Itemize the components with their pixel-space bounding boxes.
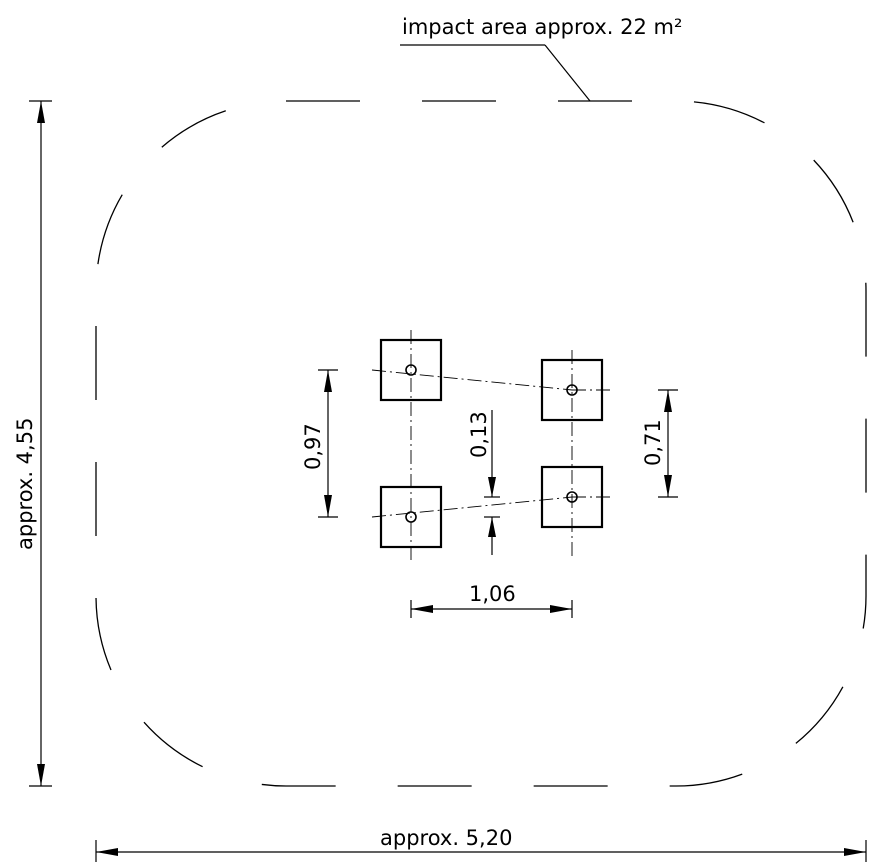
dimension-right-spacing	[658, 389, 678, 498]
dimension-horizontal-spacing	[410, 600, 573, 618]
impact-area-label: impact area approx. 22 m²	[402, 15, 682, 39]
post-offset-label: 0,13	[467, 411, 491, 458]
impact-area-leader	[544, 44, 591, 102]
right-spacing-label: 0,71	[641, 419, 665, 466]
overall-width-label: approx. 5,20	[380, 826, 512, 850]
overall-height-label: approx. 4,55	[13, 418, 37, 550]
dimension-overall-width	[95, 840, 867, 862]
impact-area-outline	[95, 100, 867, 787]
horizontal-spacing-label: 1,06	[469, 582, 516, 606]
dimension-post-offset	[484, 410, 500, 555]
dimension-overall-height	[29, 100, 52, 787]
centre-lines	[371, 330, 612, 560]
left-spacing-label: 0,97	[301, 423, 325, 470]
dimension-left-spacing	[318, 369, 338, 518]
